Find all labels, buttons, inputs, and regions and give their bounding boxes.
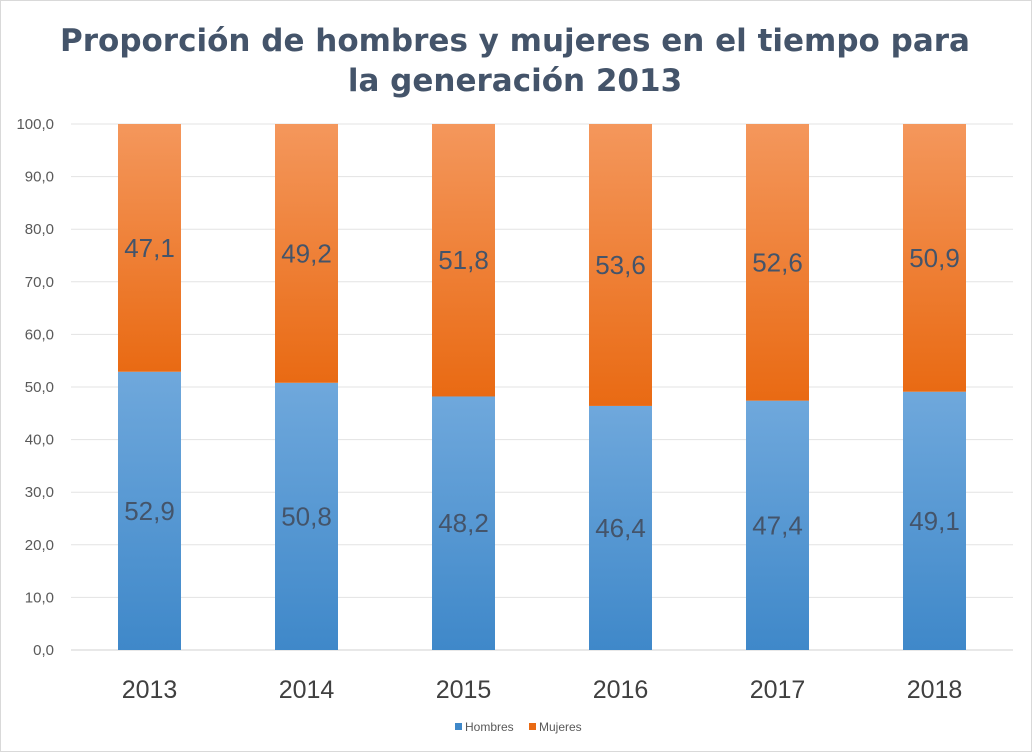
data-label-mujeres-2016: 53,6 [595, 250, 646, 280]
bar-mujeres-2018 [903, 124, 966, 392]
legend-swatch-hombres [455, 723, 462, 730]
bar-hombres-2018 [903, 391, 966, 650]
data-label-mujeres-2014: 49,2 [281, 238, 332, 268]
data-labels: 52,9 47,1 50,8 49,2 48,2 51,8 46,4 53,6 47,4 52,6… [124, 233, 960, 543]
bar-hombres-2016 [589, 405, 652, 650]
data-label-mujeres-2013: 47,1 [124, 233, 175, 263]
data-label-hombres-2015: 48,2 [438, 508, 489, 538]
y-tick-label: 10,0 [25, 589, 54, 606]
data-label-hombres-2018: 49,1 [909, 506, 960, 536]
bar-mujeres-2017 [746, 124, 809, 401]
gridlines [71, 123, 1013, 651]
x-tick-label-2018: 2018 [907, 676, 963, 704]
y-tick-label: 100,0 [16, 116, 54, 133]
bar-mujeres-2015 [432, 124, 495, 397]
chart-title-line-2: la generación 2013 [348, 63, 682, 99]
bar-mujeres-2016 [589, 124, 652, 406]
x-axis-ticks: 2013 2014 2015 2016 2017 2018 [122, 676, 963, 704]
data-label-mujeres-2017: 52,6 [752, 247, 803, 277]
data-label-hombres-2014: 50,8 [281, 501, 332, 531]
x-tick-label-2017: 2017 [750, 676, 806, 704]
data-label-hombres-2017: 47,4 [752, 510, 803, 540]
y-tick-label: 20,0 [25, 537, 54, 554]
y-tick-label: 80,0 [25, 221, 54, 238]
data-label-hombres-2016: 46,4 [595, 513, 646, 543]
y-tick-label: 30,0 [25, 484, 54, 501]
bar-mujeres-2014 [275, 124, 338, 383]
legend: Hombres Mujeres [455, 720, 582, 734]
data-label-mujeres-2015: 51,8 [438, 245, 489, 275]
x-tick-label-2014: 2014 [279, 676, 335, 704]
x-tick-label-2013: 2013 [122, 676, 178, 704]
y-tick-label: 50,0 [25, 379, 54, 396]
bar-hombres-2014 [275, 382, 338, 650]
bars [118, 124, 966, 650]
x-tick-label-2016: 2016 [593, 676, 649, 704]
y-tick-label: 90,0 [25, 169, 54, 186]
chart-title: Proporción de hombres y mujeres en el ti… [60, 23, 970, 99]
data-label-hombres-2013: 52,9 [124, 496, 175, 526]
y-tick-label: 60,0 [25, 326, 54, 343]
y-tick-label: 0,0 [33, 642, 54, 659]
y-tick-label: 40,0 [25, 432, 54, 449]
legend-label-hombres: Hombres [465, 720, 514, 734]
bar-hombres-2017 [746, 400, 809, 650]
legend-label-mujeres: Mujeres [539, 720, 582, 734]
y-tick-label: 70,0 [25, 274, 54, 291]
data-label-mujeres-2018: 50,9 [909, 243, 960, 273]
chart-title-line-1: Proporción de hombres y mujeres en el ti… [60, 23, 970, 59]
bar-hombres-2015 [432, 396, 495, 650]
legend-swatch-mujeres [529, 723, 536, 730]
bar-mujeres-2013 [118, 124, 181, 372]
x-tick-label-2015: 2015 [436, 676, 492, 704]
y-axis-ticks: 0,0 10,0 20,0 30,0 40,0 50,0 60,0 70,0 80,0 90,0 1… [16, 116, 54, 659]
bar-hombres-2013 [118, 371, 181, 650]
